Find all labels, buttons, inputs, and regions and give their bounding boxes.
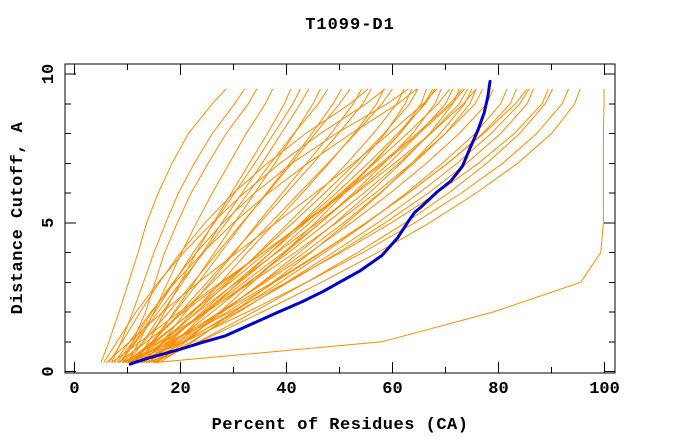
model-curve (123, 88, 549, 364)
model-curve (133, 88, 569, 364)
model-curve (132, 88, 343, 363)
y-tick-label: 0 (40, 366, 59, 376)
model-curve (121, 88, 484, 364)
model-curve (140, 88, 385, 363)
model-curve (143, 88, 363, 363)
model-curve (145, 88, 508, 364)
model-curve (124, 88, 436, 364)
y-tick-label: 10 (40, 64, 59, 84)
model-curve (137, 88, 427, 364)
model-curve (111, 88, 246, 363)
model-curve (108, 88, 369, 363)
x-tick-label: 100 (589, 380, 620, 399)
model-curve (156, 88, 434, 364)
model-curve (113, 88, 418, 363)
model-curve (127, 88, 310, 363)
plot-title: T1099-D1 (305, 16, 395, 35)
model-curve (148, 88, 413, 363)
model-curve (147, 88, 581, 364)
model-curve (141, 88, 528, 364)
model-curve (121, 88, 258, 363)
model-curve (100, 88, 227, 363)
model-curve (134, 88, 292, 363)
model-curve (126, 88, 393, 363)
model-curve (121, 88, 351, 363)
y-axis-label: Distance Cutoff, A (9, 121, 28, 314)
axes-layer: 0 20 40 60 80 100 0 5 10 (40, 63, 620, 399)
x-tick-label: 80 (488, 380, 508, 399)
model-curve (153, 88, 605, 364)
y-tick-label: 5 (40, 218, 59, 228)
model-curve (153, 88, 554, 364)
model-curve (136, 88, 405, 363)
model-curve (130, 88, 477, 364)
model-curve (152, 88, 530, 364)
model-curve (127, 88, 274, 363)
highlighted-model-curve (128, 79, 492, 366)
model-curve (117, 88, 463, 364)
model-curve (119, 88, 301, 363)
model-curve (142, 88, 477, 364)
model-curve (159, 88, 473, 364)
model-curve (144, 88, 451, 363)
model-curve (103, 88, 386, 363)
model-curve (116, 88, 409, 363)
curves-layer (100, 79, 605, 366)
x-tick-label: 20 (170, 380, 190, 399)
model-curve (111, 88, 465, 364)
model-curve (131, 88, 469, 364)
x-tick-label: 40 (276, 380, 296, 399)
model-curve (138, 88, 534, 364)
x-tick-label: 60 (382, 380, 402, 399)
model-curve (143, 88, 442, 364)
model-curve (105, 88, 438, 363)
x-axis-label: Percent of Residues (CA) (212, 416, 469, 435)
x-tick-label: 0 (69, 380, 79, 399)
